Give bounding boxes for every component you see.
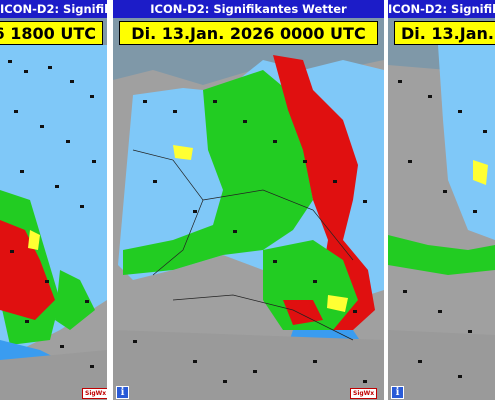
valid-time: Di. 13.Jan. 2026 0000 UTC xyxy=(131,24,366,43)
map-panel-left: ICON-D2: Signifikantes Wetter Di. 13.Jan… xyxy=(0,0,107,400)
weather-map-left xyxy=(0,0,107,400)
weather-map-right xyxy=(388,0,495,400)
map-title-bar: ICON-D2: Signifikantes Wetter xyxy=(0,0,107,18)
valid-time: Di. 13.Jan. xyxy=(401,24,494,43)
map-title-bar: ICON-D2: Signifikantes Wetter xyxy=(388,0,495,18)
info-icon[interactable]: i xyxy=(391,386,404,399)
sigwx-badge: SigWx xyxy=(350,388,378,399)
map-title: ICON-D2: Signifikantes Wetter xyxy=(0,2,107,16)
valid-time: Di. 13.Jan. 2026 1800 UTC xyxy=(0,24,96,43)
map-panel-right: ICON-D2: Signifikantes Wetter Di. 13.Jan… xyxy=(388,0,495,400)
sigwx-badge: SigWx xyxy=(82,388,107,399)
info-icon[interactable]: i xyxy=(116,386,129,399)
map-title: ICON-D2: Signifikantes Wetter xyxy=(150,2,347,16)
map-panel-center: ICON-D2: Signifikantes Wetter Di. 13.Jan… xyxy=(113,0,384,400)
valid-time-box: Di. 13.Jan. xyxy=(394,21,495,45)
valid-time-box: Di. 13.Jan. 2026 0000 UTC xyxy=(119,21,378,45)
map-title-bar: ICON-D2: Signifikantes Wetter xyxy=(113,0,384,18)
valid-time-box: Di. 13.Jan. 2026 1800 UTC xyxy=(0,21,103,45)
map-title: ICON-D2: Signifikantes Wetter xyxy=(388,2,495,16)
weather-map-center xyxy=(113,0,384,400)
